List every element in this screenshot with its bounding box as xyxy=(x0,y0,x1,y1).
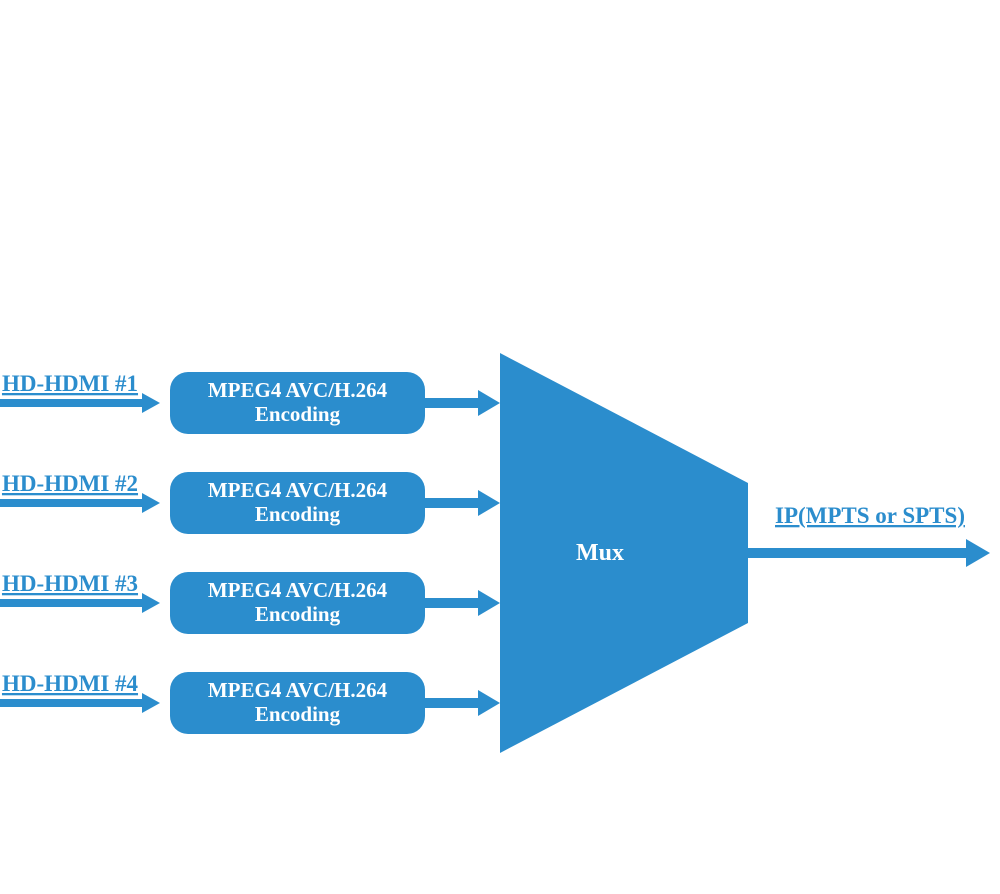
encoder-label-line2-1: Encoding xyxy=(255,402,341,426)
encoder-label-line1-3: MPEG4 AVC/H.264 xyxy=(208,578,388,602)
encoder-label-line2-4: Encoding xyxy=(255,702,341,726)
encoder-label-line2-3: Encoding xyxy=(255,602,341,626)
input-label-2: HD-HDMI #2 xyxy=(2,471,138,496)
input-label-3: HD-HDMI #3 xyxy=(2,571,138,596)
encoder-label-line1-1: MPEG4 AVC/H.264 xyxy=(208,378,388,402)
encoder-label-line1-4: MPEG4 AVC/H.264 xyxy=(208,678,388,702)
mux-label: Mux xyxy=(576,540,624,566)
input-label-1: HD-HDMI #1 xyxy=(2,371,138,396)
encoder-label-line2-2: Encoding xyxy=(255,502,341,526)
input-label-4: HD-HDMI #4 xyxy=(2,671,139,696)
output-label: IP(MPTS or SPTS) xyxy=(775,503,965,528)
encoder-label-line1-2: MPEG4 AVC/H.264 xyxy=(208,478,388,502)
